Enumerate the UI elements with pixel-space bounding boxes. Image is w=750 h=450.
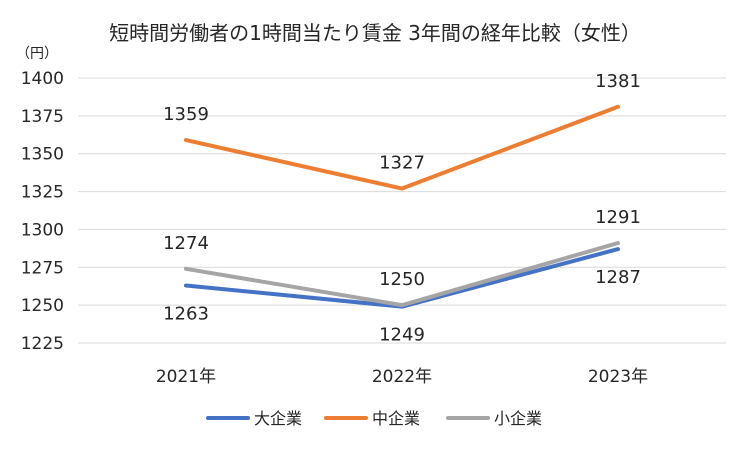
- legend-item-2: 小企業: [446, 409, 542, 428]
- y-tick-label: 1275: [21, 258, 64, 278]
- legend-item-0: 大企業: [206, 409, 302, 428]
- legend-label: 中企業: [372, 409, 420, 428]
- y-tick-label: 1375: [21, 107, 64, 127]
- data-label: 1291: [595, 207, 641, 228]
- data-labels: 1263 1249 1287 1359 1327 1381 1274 1250 1291: [163, 71, 641, 346]
- legend-label: 小企業: [494, 409, 542, 428]
- data-label: 1263: [163, 303, 209, 324]
- legend: 大企業 中企業 小企業: [206, 409, 542, 428]
- data-label: 1249: [379, 325, 425, 346]
- y-tick-label: 1325: [21, 183, 64, 203]
- series-line-2: [184, 241, 620, 308]
- y-tick-label: 1250: [21, 296, 64, 316]
- y-axis-unit-label: （円）: [16, 46, 58, 62]
- x-tick-label: 2023年: [588, 367, 648, 387]
- x-tick-label: 2022年: [372, 367, 432, 387]
- y-tick-label: 1350: [21, 145, 64, 165]
- x-axis-tick-labels: 2021年 2022年 2023年: [156, 367, 648, 387]
- legend-label: 大企業: [254, 409, 302, 428]
- y-tick-label: 1400: [21, 69, 64, 89]
- data-label: 1327: [379, 153, 425, 174]
- legend-item-1: 中企業: [324, 409, 420, 428]
- data-label: 1274: [163, 233, 209, 254]
- data-label: 1359: [163, 104, 209, 125]
- data-label: 1287: [595, 267, 641, 288]
- x-tick-label: 2021年: [156, 367, 216, 387]
- data-label: 1250: [379, 269, 425, 290]
- series-lines: [184, 104, 620, 309]
- y-axis-tick-labels: 1225 1250 1275 1300 1325 1350 1375 1400: [21, 69, 64, 354]
- y-tick-label: 1300: [21, 220, 64, 240]
- series-line-1: [184, 104, 620, 191]
- chart-title: 短時間労働者の1時間当たり賃金 3年間の経年比較（女性）: [109, 21, 641, 45]
- y-tick-label: 1225: [21, 334, 64, 354]
- data-label: 1381: [595, 71, 641, 92]
